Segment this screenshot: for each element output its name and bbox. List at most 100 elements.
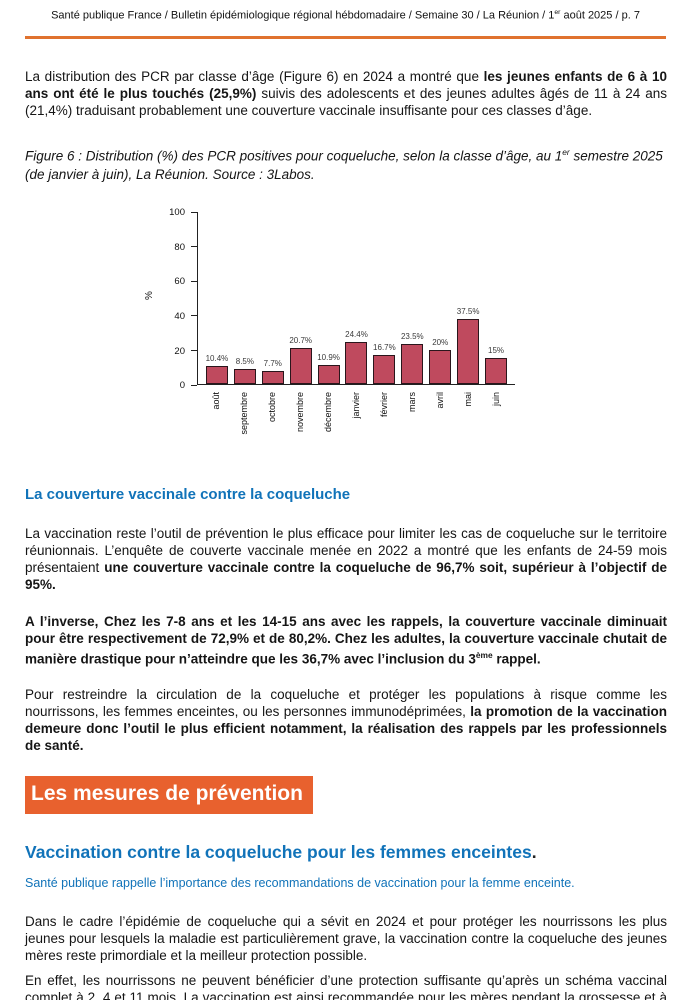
paragraph-bold-text: une couverture vaccinale contre la coque… xyxy=(25,560,668,593)
figure6-bar-chart: % 0 20 40 60 80 100 10.4% 8.5% 7.7% 20.7% 10.9% 24… xyxy=(141,204,561,470)
x-axis-label-cell: janvier xyxy=(342,392,370,470)
x-axis-label: mars xyxy=(407,392,417,413)
couverture-paragraph-2: A l’inverse, Chez les 7-8 ans et les 14-… xyxy=(25,613,667,668)
x-axis-label: avril xyxy=(435,392,445,409)
x-axis-label-cell: février xyxy=(370,392,398,470)
bar-value-label: 10.9% xyxy=(317,353,340,363)
caption-text-cont: semestre 2025 (de janvier à juin), La Ré… xyxy=(25,148,663,183)
x-axis-label: janvier xyxy=(351,392,361,419)
bar xyxy=(261,370,284,385)
x-axis-label: février xyxy=(379,392,389,418)
y-axis-tick xyxy=(191,280,197,282)
intro-bold-text: les jeunes enfants de 6 à 10 ans ont été… xyxy=(25,68,667,101)
bar-group: 20.7% xyxy=(287,212,315,385)
paragraph-text: En effet, les nourrissons ne peuvent bén… xyxy=(25,972,667,1000)
bar xyxy=(457,319,480,385)
caption-text: Figure 6 : Distribution (%) des PCR posi… xyxy=(25,148,563,164)
bar xyxy=(233,369,256,385)
page-content-lower: Vaccination contre la coqueluche pour le… xyxy=(0,842,691,1000)
x-axis-label: novembre xyxy=(295,392,305,433)
bar-group: 24.4% xyxy=(343,212,371,385)
bar-value-label: 24.4% xyxy=(345,329,368,339)
bar-group: 7.7% xyxy=(259,212,287,385)
x-axis-labels: août septembre octobre novembre décembre janv… xyxy=(197,392,515,470)
bar-group: 23.5% xyxy=(398,212,426,385)
paragraph-text: A l’inverse, Chez les 7-8 ans et les 14-… xyxy=(25,614,667,667)
bar-group: 8.5% xyxy=(231,212,259,385)
y-axis-tick xyxy=(191,350,197,352)
x-axis-label-cell: décembre xyxy=(314,392,342,470)
x-axis-label: août xyxy=(211,392,221,410)
paragraph-text: Pour restreindre la circulation de la co… xyxy=(25,686,667,719)
orange-separator-line xyxy=(25,35,666,39)
y-axis-tick-label: 60 xyxy=(174,276,185,288)
y-axis-tick xyxy=(191,211,197,213)
bar-value-label: 37.5% xyxy=(456,307,480,317)
bar-group: 10.4% xyxy=(203,212,231,385)
couverture-paragraph-3: Pour restreindre la circulation de la co… xyxy=(25,686,667,754)
bar-value-label: 20% xyxy=(432,337,449,347)
y-axis-tick xyxy=(191,384,197,386)
page-header: Santé publique France / Bulletin épidémi… xyxy=(0,0,691,22)
bar xyxy=(373,355,396,385)
y-axis-tick xyxy=(191,315,197,317)
plot-area: 10.4% 8.5% 7.7% 20.7% 10.9% 24.4% 16.7% 23.5% 20… xyxy=(197,212,515,386)
paragraph-bold-text: la promotion de la vaccination demeure d… xyxy=(25,703,667,753)
bar-value-label: 7.7% xyxy=(263,358,282,368)
x-axis-label: juin xyxy=(491,392,501,407)
bar xyxy=(345,341,368,385)
header-text-cont: août 2025 / p. 7 xyxy=(560,9,640,22)
paragraph-text-cont: rappel. xyxy=(492,651,541,667)
header-superscript: er xyxy=(554,9,561,16)
couverture-paragraph-1: La vaccination reste l’outil de préventi… xyxy=(25,525,667,593)
bar xyxy=(205,366,228,385)
y-axis-tick-label: 20 xyxy=(174,345,185,357)
x-axis-label: décembre xyxy=(323,392,333,433)
bar-value-label: 8.5% xyxy=(235,357,254,367)
bar-group: 10.9% xyxy=(315,212,343,385)
caption-superscript: er xyxy=(562,146,570,157)
x-axis-label: mai xyxy=(463,392,473,407)
femmes-enceintes-paragraph-2: En effet, les nourrissons ne peuvent bén… xyxy=(25,972,667,1000)
y-axis-tick xyxy=(191,246,197,248)
y-axis: 0 20 40 60 80 100 xyxy=(141,207,197,391)
x-axis-label: septembre xyxy=(239,392,249,435)
paragraph-superscript: ème xyxy=(475,650,493,661)
bar-group: 16.7% xyxy=(370,212,398,385)
y-axis-tick-label: 40 xyxy=(174,310,185,322)
heading-text: Vaccination contre la coqueluche pour le… xyxy=(25,841,532,862)
section-banner-mesures-prevention: Les mesures de prévention xyxy=(25,775,313,814)
bar xyxy=(429,349,452,385)
x-axis-label-cell: novembre xyxy=(286,392,314,470)
femmes-enceintes-paragraph-1: Dans le cadre l’épidémie de coqueluche q… xyxy=(25,913,667,963)
section-heading-couverture-vaccinale: La couverture vaccinale contre la coquel… xyxy=(25,486,351,504)
x-axis-label-cell: octobre xyxy=(258,392,286,470)
bar xyxy=(289,348,312,385)
x-axis-label-cell: septembre xyxy=(230,392,258,470)
intro-text-cont: suivis des adolescents et des jeunes adu… xyxy=(25,85,667,118)
x-axis-label-cell: mai xyxy=(454,392,482,470)
bar-group: 15% xyxy=(482,212,510,385)
y-axis-tick-label: 80 xyxy=(174,241,185,253)
section-heading-vaccination-femmes-enceintes: Vaccination contre la coqueluche pour le… xyxy=(25,842,667,863)
x-axis-label-cell: mars xyxy=(398,392,426,470)
heading-period: . xyxy=(531,841,537,862)
bar-value-label: 20.7% xyxy=(289,336,313,346)
bar-value-label: 15% xyxy=(488,346,505,356)
bar xyxy=(485,358,508,385)
bar-value-label: 16.7% xyxy=(373,343,396,353)
bar xyxy=(401,343,424,385)
intro-text: La distribution des PCR par classe d’âge… xyxy=(25,68,484,84)
paragraph-text: La vaccination reste l’outil de préventi… xyxy=(25,526,667,576)
y-axis-tick-label: 0 xyxy=(179,380,185,392)
bar-group: 20% xyxy=(426,212,454,385)
intro-paragraph: La distribution des PCR par classe d’âge… xyxy=(25,68,667,119)
header-text: Santé publique France / Bulletin épidémi… xyxy=(51,9,555,22)
bar xyxy=(317,365,340,385)
bar-value-label: 10.4% xyxy=(205,354,229,364)
page-content: La distribution des PCR par classe d’âge… xyxy=(0,68,691,754)
bar-group: 37.5% xyxy=(454,212,482,385)
x-axis-label-cell: août xyxy=(202,392,230,470)
x-axis-label: octobre xyxy=(267,392,277,423)
x-axis-label-cell: juin xyxy=(482,392,510,470)
